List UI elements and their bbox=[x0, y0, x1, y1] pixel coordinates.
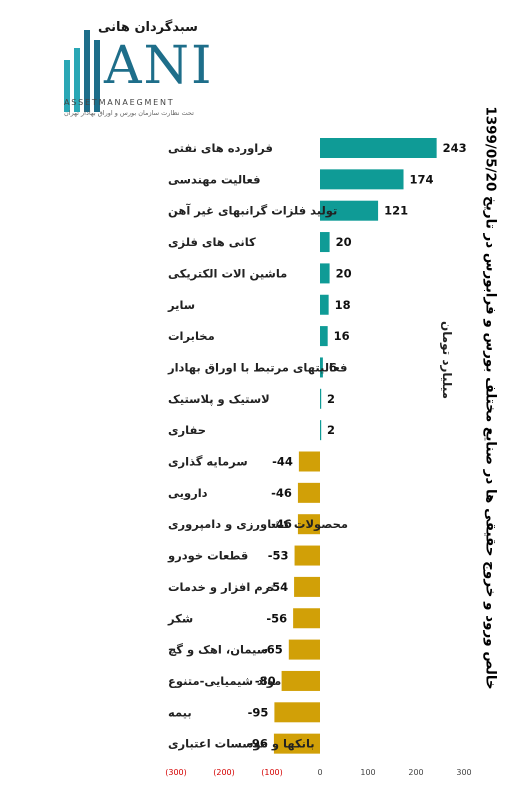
bar bbox=[320, 200, 379, 221]
bar bbox=[320, 357, 323, 378]
category-label: نرم افزار و خدمات bbox=[168, 580, 274, 595]
x-tick-label: 300 bbox=[456, 768, 471, 777]
category-label: سیمان، اهک و گچ bbox=[168, 643, 268, 658]
category-label: تولید فلزات گرانبهای غیر آهن bbox=[168, 204, 337, 219]
category-label: فعالیتهای مرتبط با اوراق بهادار bbox=[167, 360, 347, 375]
bar bbox=[293, 608, 320, 629]
data-label: -80 bbox=[255, 674, 276, 688]
category-label: دارویی bbox=[168, 486, 208, 501]
bar bbox=[320, 420, 322, 441]
data-label: -95 bbox=[248, 705, 269, 719]
data-label: -56 bbox=[266, 611, 287, 625]
category-label: کانی های فلزی bbox=[168, 235, 256, 249]
category-label: حفاری bbox=[168, 423, 206, 437]
category-label: لاستیک و پلاستیک bbox=[168, 392, 270, 407]
category-label: ماشین الات الکتریکی bbox=[168, 266, 287, 280]
bar bbox=[297, 514, 320, 535]
category-label: شکر bbox=[167, 611, 193, 625]
data-label: -46 bbox=[271, 517, 292, 531]
building-logo-icon bbox=[64, 30, 100, 112]
data-label: 20 bbox=[336, 266, 352, 280]
category-label: بانکها و موسسات اعتباری bbox=[168, 737, 315, 752]
bar bbox=[294, 576, 320, 597]
category-label: مخابرات bbox=[168, 329, 215, 343]
category-label: مواد شیمیایی-متنوع bbox=[168, 674, 281, 689]
data-label: -54 bbox=[267, 580, 288, 594]
x-tick-label: 0 bbox=[317, 768, 322, 777]
chart-title: خالص ورود و خروج حقیقی ها در صنایع مختلف… bbox=[482, 106, 499, 690]
category-label: فراورده های نفتی bbox=[168, 141, 273, 156]
unit-label: میلیارد تومان bbox=[440, 320, 455, 400]
data-label: -65 bbox=[262, 643, 283, 657]
bar bbox=[320, 169, 404, 190]
bar bbox=[294, 545, 320, 566]
data-label: 20 bbox=[336, 235, 352, 249]
data-label: 174 bbox=[410, 172, 434, 186]
bar bbox=[288, 639, 320, 660]
bar bbox=[320, 294, 329, 315]
data-label: 6 bbox=[329, 360, 337, 374]
category-label: سایر bbox=[167, 298, 195, 312]
bar bbox=[320, 326, 328, 347]
logo-letters: ANI bbox=[104, 36, 214, 96]
bar bbox=[298, 451, 320, 472]
bar bbox=[320, 232, 330, 253]
bar bbox=[320, 263, 330, 284]
data-label: 18 bbox=[335, 298, 351, 312]
category-label: محصولات کشاورزی و دامپروری bbox=[168, 517, 348, 532]
data-label: -96 bbox=[247, 737, 268, 751]
bar bbox=[320, 388, 322, 409]
data-label: 16 bbox=[334, 329, 350, 343]
x-tick-label: 100 bbox=[360, 768, 375, 777]
data-label: -53 bbox=[268, 549, 289, 563]
company-logo bbox=[60, 18, 195, 118]
x-tick-label: (200) bbox=[213, 768, 235, 777]
data-label: 2 bbox=[327, 392, 335, 406]
logo-brand-text: سبدگردان هانی bbox=[98, 20, 198, 35]
x-tick-label: (300) bbox=[165, 768, 187, 777]
data-label: -46 bbox=[271, 486, 292, 500]
data-label: 121 bbox=[384, 204, 408, 218]
logo-subtitle: ASSETMANAEGMENT bbox=[64, 98, 175, 107]
bar bbox=[320, 138, 437, 158]
category-label: قطعات خودرو bbox=[167, 549, 248, 564]
bar bbox=[274, 702, 320, 723]
data-label: -44 bbox=[272, 455, 293, 469]
x-tick-label: 200 bbox=[408, 768, 423, 777]
bar bbox=[281, 670, 320, 691]
bar bbox=[273, 733, 320, 754]
bar bbox=[297, 482, 320, 503]
category-label: سرمایه گذاری bbox=[168, 455, 248, 469]
data-label: 2 bbox=[327, 423, 335, 437]
x-tick-label: (100) bbox=[261, 768, 283, 777]
logo-tagline: تحت نظارت سازمان بورس و اوراق بهادار تهر… bbox=[64, 109, 194, 117]
category-label: بیمه bbox=[168, 705, 192, 719]
category-label: فعالیت مهندسی bbox=[168, 172, 261, 186]
data-label: 243 bbox=[443, 141, 467, 155]
